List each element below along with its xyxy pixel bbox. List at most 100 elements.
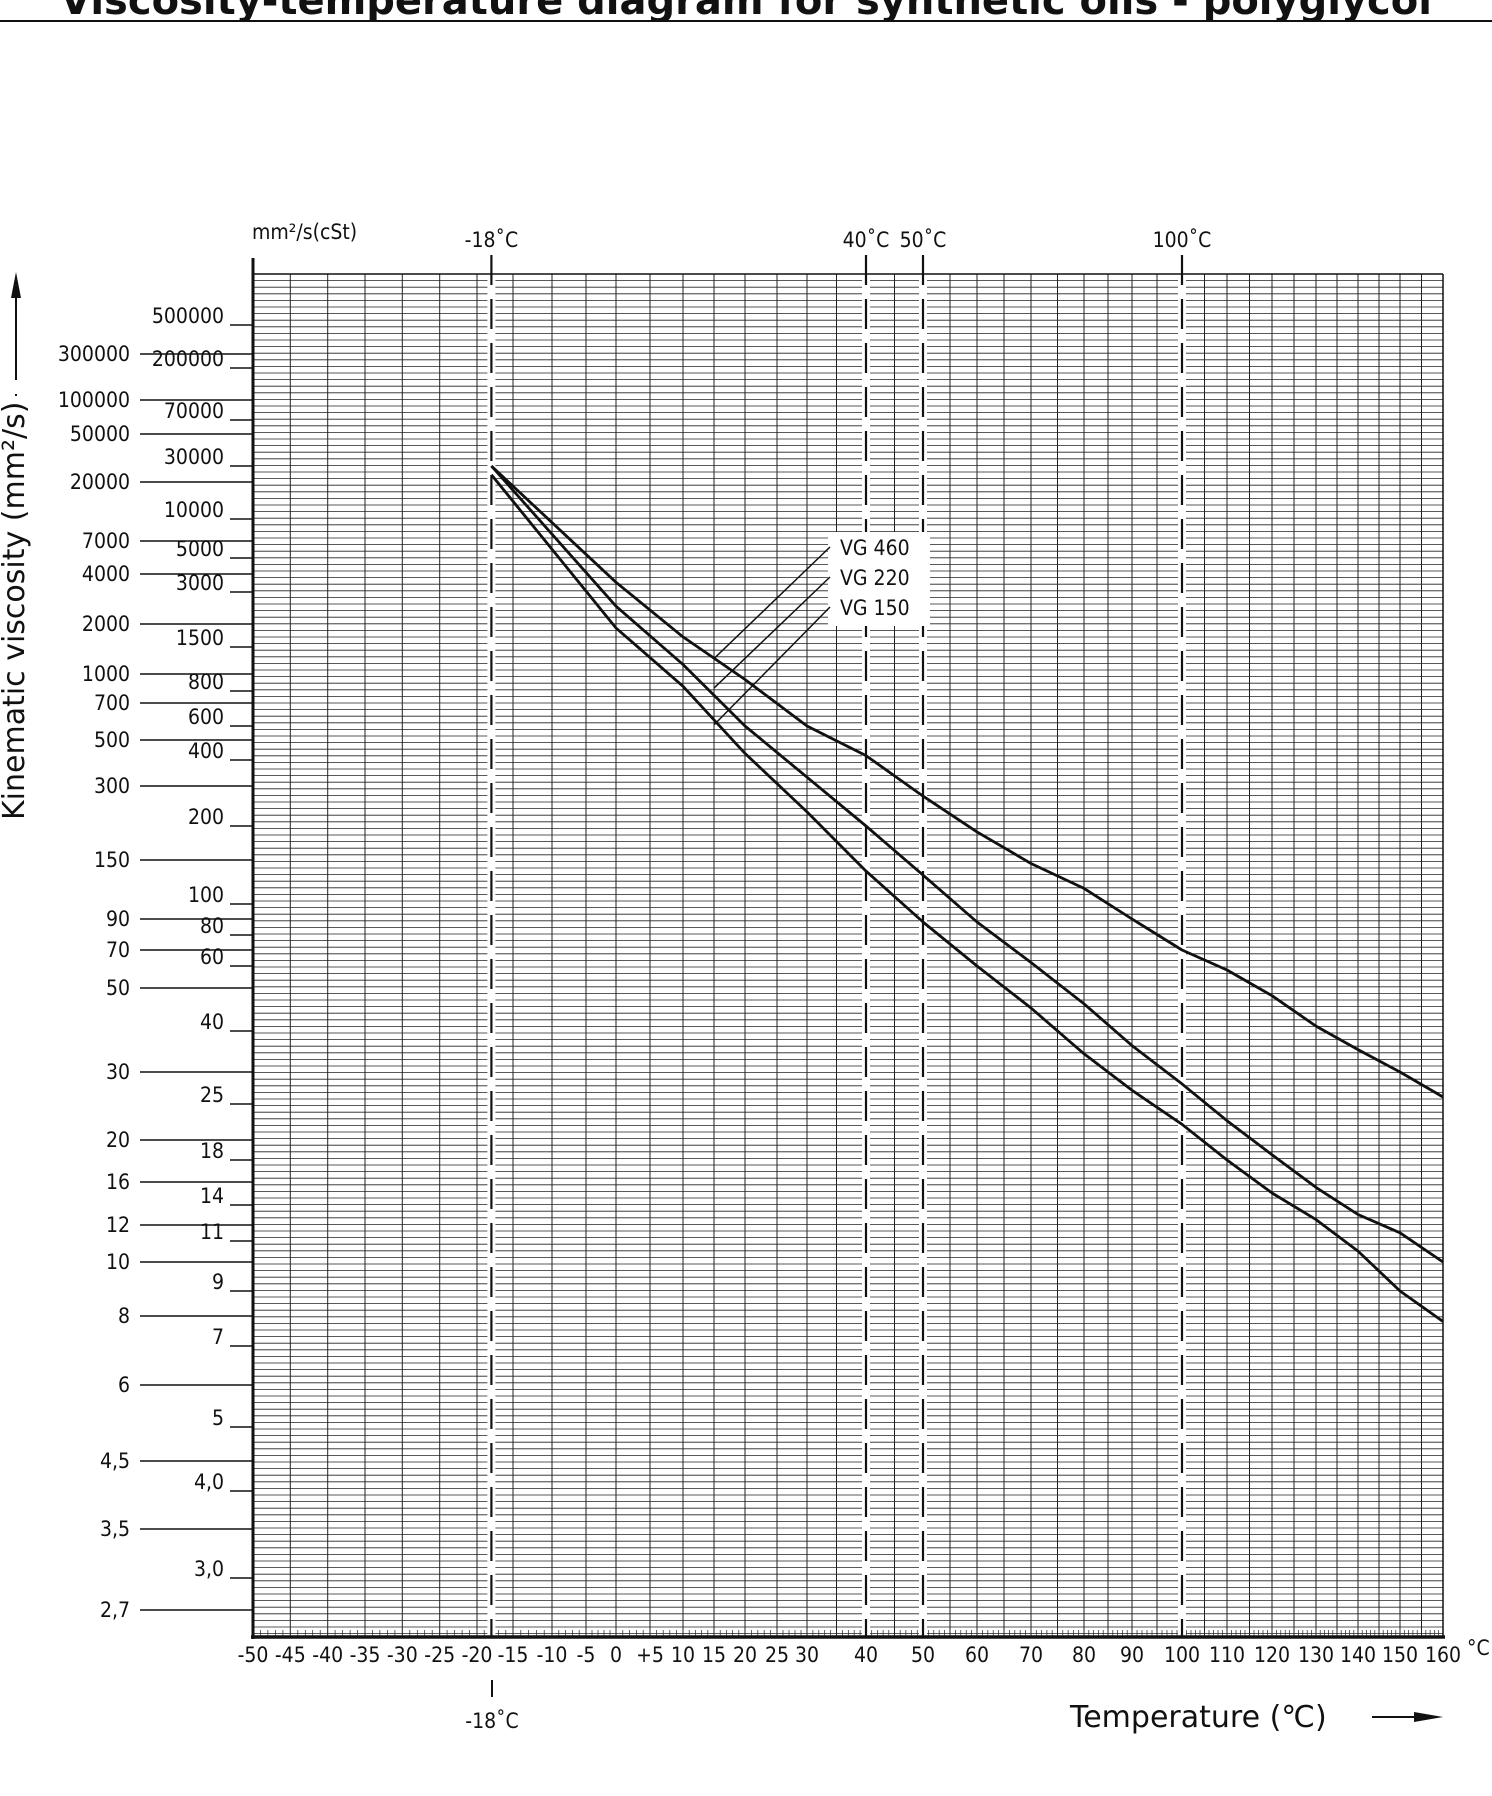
reference-label: 50˚C xyxy=(900,228,947,252)
y-tick-labels: 300000 100000 50000 20000 7000 4000 2000 1000 70… xyxy=(58,304,253,1622)
y-unit-label: mm²/s(cSt) xyxy=(252,220,357,244)
y-tick-label: 600 xyxy=(188,705,224,729)
y-tick-label: 5 xyxy=(212,1406,224,1430)
y-tick-label: 500000 xyxy=(152,304,224,328)
y-tick-label: 7000 xyxy=(82,529,130,553)
y-tick-label: 8 xyxy=(118,1304,130,1328)
y-tick-label: 5000 xyxy=(176,537,224,561)
x-tick-label: -40 xyxy=(312,1643,343,1667)
y-tick-label: 150 xyxy=(94,848,130,872)
x-axis-arrow-head xyxy=(1414,1712,1443,1722)
y-tick-label: 1000 xyxy=(82,662,130,686)
x-tick-label: 10 xyxy=(671,1643,695,1667)
x-tick-label: -25 xyxy=(424,1643,455,1667)
legend-leader xyxy=(713,606,831,726)
x-tick-label: 110 xyxy=(1209,1643,1245,1667)
y-tick-label: 50 xyxy=(106,976,130,1000)
y-tick-label: 11 xyxy=(200,1220,224,1244)
x-tick-label: -45 xyxy=(275,1643,306,1667)
reference-label: 40˚C xyxy=(843,228,890,252)
y-tick-label: 100 xyxy=(188,883,224,907)
y-tick-label: 20000 xyxy=(70,470,130,494)
legend-leader xyxy=(713,546,831,660)
y-tick-label: 3000 xyxy=(176,571,224,595)
x-tick-label: 150 xyxy=(1382,1643,1418,1667)
y-tick-label: 12 xyxy=(106,1213,130,1237)
legend-leader xyxy=(713,576,831,689)
axes xyxy=(251,258,1445,1639)
y-tick-label: 3,0 xyxy=(194,1557,224,1581)
y-tick-label: 80 xyxy=(200,914,224,938)
y-tick-label: 70 xyxy=(106,938,130,962)
y-tick-label: 4,5 xyxy=(100,1449,130,1473)
reference-label: -18˚C xyxy=(465,228,519,252)
y-tick-label: 14 xyxy=(200,1184,224,1208)
x-tick-label: 70 xyxy=(1019,1643,1043,1667)
series-line xyxy=(490,464,1444,1099)
y-tick-label: 18 xyxy=(200,1139,224,1163)
reference-gap xyxy=(1178,274,1186,1637)
legend-label: VG 220 xyxy=(840,566,910,590)
series-curves xyxy=(490,464,1444,1323)
bottom-marker-label: -18˚C xyxy=(465,1709,519,1733)
series-line xyxy=(490,473,1444,1323)
x-axis-title: Temperature (℃) xyxy=(1069,1700,1327,1735)
y-tick-label: 2000 xyxy=(82,612,130,636)
y-tick-label: 300000 xyxy=(58,342,130,366)
y-tick-label: 25 xyxy=(200,1083,224,1107)
y-tick-label: 200000 xyxy=(152,347,224,371)
y-tick-label: 6 xyxy=(118,1373,130,1397)
page-title: Viscosity-temperature diagram for synthe… xyxy=(0,0,1492,22)
legend-background xyxy=(828,532,930,626)
x-unit-label: °C xyxy=(1467,1636,1490,1660)
y-tick-label: 30000 xyxy=(164,445,224,469)
y-tick-label: 1500 xyxy=(176,626,224,650)
reference-gap xyxy=(487,274,496,1637)
reference-gap xyxy=(862,274,870,1637)
y-tick-label: 4000 xyxy=(82,562,130,586)
y-tick-label: 100000 xyxy=(58,388,130,412)
x-tick-label: 160 xyxy=(1425,1643,1461,1667)
y-tick-label: 800 xyxy=(188,670,224,694)
x-tick-label: -30 xyxy=(387,1643,418,1667)
x-tick-label: -5 xyxy=(577,1643,596,1667)
x-tick-label: 120 xyxy=(1254,1643,1290,1667)
y-tick-label: 90 xyxy=(106,907,130,931)
y-tick-label: 10000 xyxy=(164,498,224,522)
reference-lines: -18˚C 40˚C 50˚C 100˚C xyxy=(465,228,1211,1637)
y-tick-label: 3,5 xyxy=(100,1517,130,1541)
y-tick-label: 2,7 xyxy=(100,1598,130,1622)
chart-grid xyxy=(252,273,1444,1637)
legend-label: VG 150 xyxy=(840,596,910,620)
x-tick-label: 130 xyxy=(1298,1643,1334,1667)
y-tick-label: 200 xyxy=(188,805,224,829)
x-tick-label: 50 xyxy=(911,1643,935,1667)
x-tick-label: 0 xyxy=(610,1643,622,1667)
x-tick-label: -35 xyxy=(350,1643,381,1667)
y-tick-label: 700 xyxy=(94,691,130,715)
x-tick-label: 140 xyxy=(1340,1643,1376,1667)
y-tick-label: 10 xyxy=(106,1250,130,1274)
y-tick-label: 50000 xyxy=(70,422,130,446)
x-tick-label: -15 xyxy=(498,1643,529,1667)
x-tick-label: -10 xyxy=(537,1643,568,1667)
y-tick-label: 70000 xyxy=(164,399,224,423)
legend: VG 460 VG 220 VG 150 xyxy=(713,532,930,726)
reference-gap xyxy=(919,274,927,1637)
x-tick-label: -20 xyxy=(462,1643,493,1667)
y-tick-label: 7 xyxy=(212,1325,224,1349)
y-tick-label: 4,0 xyxy=(194,1470,224,1494)
x-tick-labels: -50 -45 -40 -35 -30 -25 -20 -15 -10 -5 0 +5 10 15 20 25… xyxy=(238,1643,1461,1667)
x-tick-label: 60 xyxy=(965,1643,989,1667)
x-tick-label: 80 xyxy=(1072,1643,1096,1667)
y-tick-label: 400 xyxy=(188,739,224,763)
y-axis-arrow-head xyxy=(11,272,21,298)
y-axis-title: Kinematic viscosity (mm²/s) xyxy=(0,402,32,820)
x-tick-label: 90 xyxy=(1120,1643,1144,1667)
y-tick-label: 300 xyxy=(94,774,130,798)
y-tick-label: 60 xyxy=(200,945,224,969)
y-tick-label: 16 xyxy=(106,1170,130,1194)
x-tick-label: 100 xyxy=(1164,1643,1200,1667)
x-tick-label: 20 xyxy=(733,1643,757,1667)
x-tick-label: +5 xyxy=(636,1643,664,1667)
